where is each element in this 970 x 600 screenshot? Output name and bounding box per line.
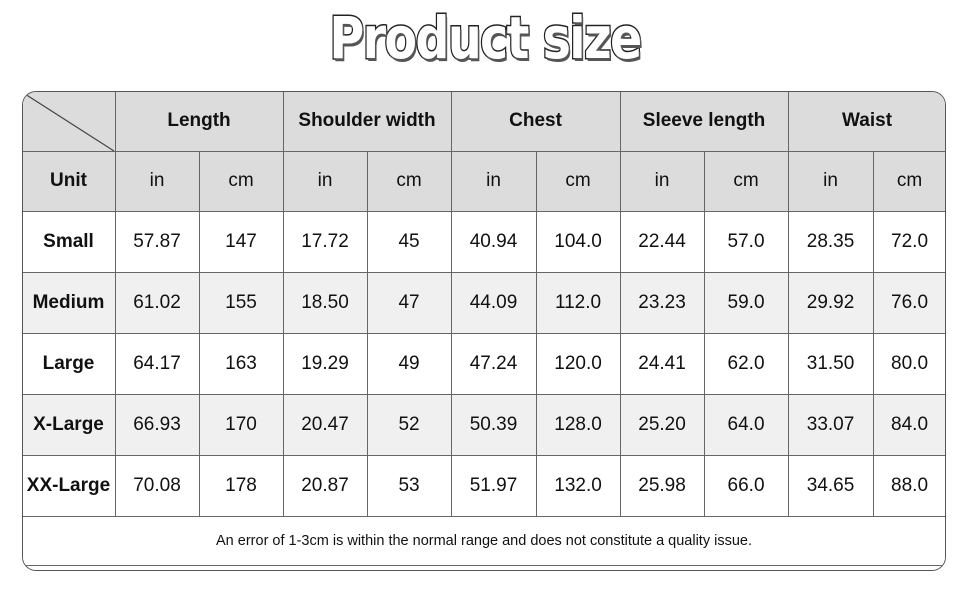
value-cell: 70.08 bbox=[114, 454, 200, 517]
value-cell: 18.50 bbox=[282, 271, 368, 334]
value-cell: 17.72 bbox=[282, 210, 368, 273]
value-cell: 25.98 bbox=[619, 454, 705, 517]
header-chest: Chest bbox=[450, 92, 621, 152]
value-cell: 64.0 bbox=[703, 393, 789, 456]
unit-row: Unit in cm in cm in cm in cm in cm bbox=[23, 150, 945, 212]
note-row: An error of 1-3cm is within the normal r… bbox=[23, 515, 945, 566]
note-text: An error of 1-3cm is within the normal r… bbox=[23, 515, 945, 566]
value-cell: 104.0 bbox=[535, 210, 621, 273]
corner-cell bbox=[23, 92, 116, 152]
value-cell: 66.93 bbox=[114, 393, 200, 456]
value-cell: 88.0 bbox=[872, 454, 945, 517]
size-label: X-Large bbox=[23, 393, 116, 456]
value-cell: 40.94 bbox=[450, 210, 537, 273]
table-row: X-Large 66.93 170 20.47 52 50.39 128.0 25.20 64.… bbox=[23, 393, 945, 456]
value-cell: 178 bbox=[198, 454, 284, 517]
value-cell: 66.0 bbox=[703, 454, 789, 517]
size-label: XX-Large bbox=[23, 454, 116, 517]
value-cell: 170 bbox=[198, 393, 284, 456]
value-cell: 25.20 bbox=[619, 393, 705, 456]
unit-cm: cm bbox=[366, 150, 452, 212]
value-cell: 62.0 bbox=[703, 332, 789, 395]
value-cell: 155 bbox=[198, 271, 284, 334]
size-table: Length Shoulder width Chest Sleeve lengt… bbox=[22, 91, 946, 571]
value-cell: 53 bbox=[366, 454, 452, 517]
value-cell: 163 bbox=[198, 332, 284, 395]
value-cell: 20.47 bbox=[282, 393, 368, 456]
size-label: Medium bbox=[23, 271, 116, 334]
value-cell: 29.92 bbox=[787, 271, 874, 334]
header-length: Length bbox=[114, 92, 284, 152]
value-cell: 64.17 bbox=[114, 332, 200, 395]
unit-cm: cm bbox=[703, 150, 789, 212]
value-cell: 34.65 bbox=[787, 454, 874, 517]
size-label: Large bbox=[23, 332, 116, 395]
header-shoulder-width: Shoulder width bbox=[282, 92, 452, 152]
value-cell: 147 bbox=[198, 210, 284, 273]
value-cell: 33.07 bbox=[787, 393, 874, 456]
value-cell: 49 bbox=[366, 332, 452, 395]
page-title: Product size bbox=[328, 3, 643, 74]
value-cell: 22.44 bbox=[619, 210, 705, 273]
value-cell: 132.0 bbox=[535, 454, 621, 517]
value-cell: 112.0 bbox=[535, 271, 621, 334]
size-label: Small bbox=[23, 210, 116, 273]
header-sleeve-length: Sleeve length bbox=[619, 92, 789, 152]
unit-in: in bbox=[787, 150, 874, 212]
value-cell: 52 bbox=[366, 393, 452, 456]
unit-cm: cm bbox=[535, 150, 621, 212]
value-cell: 84.0 bbox=[872, 393, 945, 456]
value-cell: 47 bbox=[366, 271, 452, 334]
value-cell: 80.0 bbox=[872, 332, 945, 395]
unit-cm: cm bbox=[872, 150, 945, 212]
unit-in: in bbox=[450, 150, 537, 212]
value-cell: 47.24 bbox=[450, 332, 537, 395]
value-cell: 20.87 bbox=[282, 454, 368, 517]
value-cell: 61.02 bbox=[114, 271, 200, 334]
value-cell: 44.09 bbox=[450, 271, 537, 334]
value-cell: 76.0 bbox=[872, 271, 945, 334]
value-cell: 23.23 bbox=[619, 271, 705, 334]
value-cell: 120.0 bbox=[535, 332, 621, 395]
value-cell: 128.0 bbox=[535, 393, 621, 456]
table-row: XX-Large 70.08 178 20.87 53 51.97 132.0 25.98 66… bbox=[23, 454, 945, 517]
unit-label: Unit bbox=[23, 150, 116, 212]
header-waist: Waist bbox=[787, 92, 945, 152]
table-row: Small 57.87 147 17.72 45 40.94 104.0 22.44 57.0 2… bbox=[23, 210, 945, 273]
table-row: Medium 61.02 155 18.50 47 44.09 112.0 23.23 59.0… bbox=[23, 271, 945, 334]
value-cell: 19.29 bbox=[282, 332, 368, 395]
value-cell: 50.39 bbox=[450, 393, 537, 456]
unit-in: in bbox=[282, 150, 368, 212]
value-cell: 72.0 bbox=[872, 210, 945, 273]
value-cell: 57.87 bbox=[114, 210, 200, 273]
unit-in: in bbox=[619, 150, 705, 212]
value-cell: 59.0 bbox=[703, 271, 789, 334]
value-cell: 45 bbox=[366, 210, 452, 273]
value-cell: 51.97 bbox=[450, 454, 537, 517]
table-row: Large 64.17 163 19.29 49 47.24 120.0 24.41 62.0 3… bbox=[23, 332, 945, 395]
value-cell: 31.50 bbox=[787, 332, 874, 395]
measurement-header-row: Length Shoulder width Chest Sleeve lengt… bbox=[23, 92, 945, 152]
unit-cm: cm bbox=[198, 150, 284, 212]
diagonal-line-icon bbox=[24, 92, 114, 152]
value-cell: 57.0 bbox=[703, 210, 789, 273]
value-cell: 24.41 bbox=[619, 332, 705, 395]
value-cell: 28.35 bbox=[787, 210, 874, 273]
unit-in: in bbox=[114, 150, 200, 212]
